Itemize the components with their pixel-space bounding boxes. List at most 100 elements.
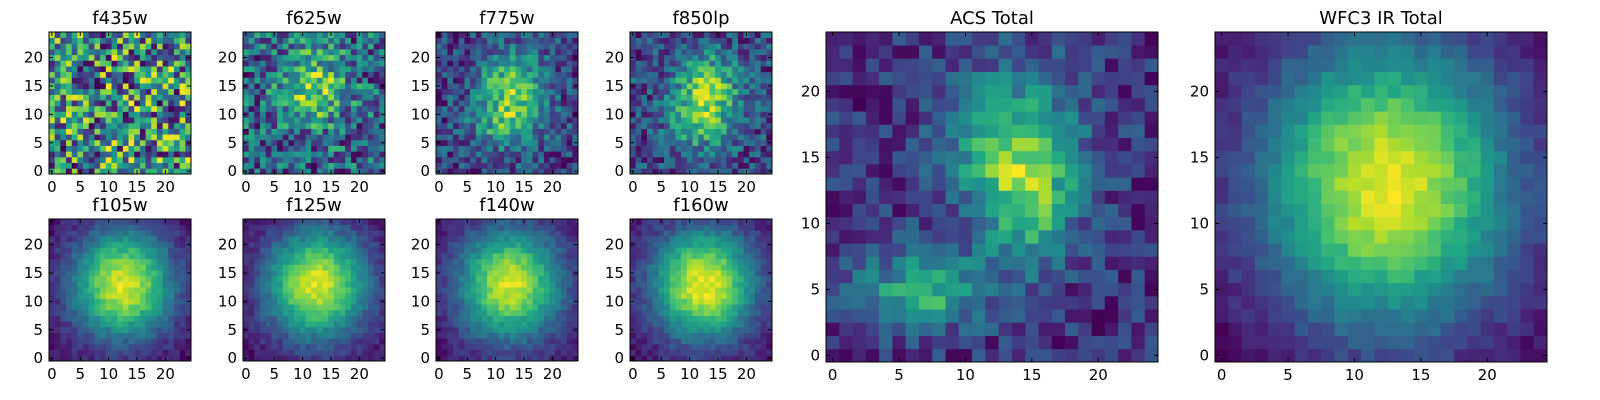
heatmap-cell bbox=[681, 128, 688, 135]
heatmap-cell bbox=[277, 304, 284, 311]
heatmap-cell bbox=[675, 66, 682, 73]
heatmap-cell bbox=[498, 270, 505, 277]
heatmap-cell bbox=[367, 343, 374, 350]
heatmap-cell bbox=[641, 270, 648, 277]
heatmap-cell bbox=[168, 224, 175, 231]
heatmap-cell bbox=[111, 49, 118, 56]
heatmap-cell bbox=[350, 355, 357, 362]
heatmap-cell bbox=[498, 338, 505, 345]
heatmap-cell bbox=[105, 315, 112, 322]
heatmap-cell bbox=[339, 253, 346, 260]
heatmap-cell bbox=[498, 355, 505, 362]
heatmap-cell bbox=[760, 338, 767, 345]
heatmap-cell bbox=[156, 230, 163, 237]
heatmap-cell bbox=[66, 88, 73, 95]
heatmap-cell bbox=[436, 122, 443, 129]
heatmap-cell bbox=[282, 100, 289, 107]
heatmap-cell bbox=[749, 54, 756, 61]
heatmap-cell bbox=[100, 253, 107, 260]
heatmap-cell bbox=[669, 83, 676, 90]
heatmap-cell bbox=[345, 349, 352, 356]
heatmap-cell bbox=[311, 145, 318, 152]
heatmap-cell bbox=[458, 60, 465, 67]
heatmap-cell bbox=[288, 88, 295, 95]
heatmap-cell bbox=[760, 292, 767, 299]
heatmap-cell bbox=[675, 304, 682, 311]
heatmap-cell bbox=[243, 315, 250, 322]
heatmap-cell bbox=[122, 117, 129, 124]
heatmap-cell bbox=[83, 94, 90, 101]
heatmap-cell bbox=[265, 156, 272, 163]
heatmap-cell bbox=[754, 43, 761, 50]
heatmap-cell bbox=[703, 139, 710, 146]
heatmap-cell bbox=[453, 321, 460, 328]
heatmap-cell bbox=[526, 43, 533, 50]
heatmap-cell bbox=[521, 258, 528, 265]
heatmap-cell bbox=[179, 281, 186, 288]
heatmap-cell bbox=[299, 134, 306, 141]
heatmap-cell bbox=[487, 60, 494, 67]
heatmap-cell bbox=[282, 321, 289, 328]
heatmap-cell bbox=[128, 321, 135, 328]
heatmap-cell bbox=[737, 32, 744, 39]
heatmap-cell bbox=[288, 281, 295, 288]
heatmap-cell bbox=[356, 66, 363, 73]
heatmap-cell bbox=[698, 60, 705, 67]
heatmap-cell bbox=[447, 100, 454, 107]
heatmap-cell bbox=[526, 71, 533, 78]
heatmap-cell bbox=[83, 117, 90, 124]
heatmap-cell bbox=[299, 349, 306, 356]
heatmap-cell bbox=[498, 83, 505, 90]
heatmap-cell bbox=[162, 338, 169, 345]
heatmap-cell bbox=[669, 60, 676, 67]
heatmap-cell bbox=[692, 326, 699, 333]
heatmap-cell bbox=[316, 355, 323, 362]
heatmap-cell bbox=[145, 122, 152, 129]
heatmap-cell bbox=[743, 66, 750, 73]
heatmap-cell bbox=[441, 77, 448, 84]
heatmap-cell bbox=[458, 77, 465, 84]
heatmap-cell bbox=[185, 100, 192, 107]
heatmap-cell bbox=[543, 162, 550, 169]
heatmap-cell bbox=[151, 264, 158, 271]
heatmap-cell bbox=[49, 88, 56, 95]
heatmap-cell bbox=[356, 338, 363, 345]
heatmap-cell bbox=[322, 60, 329, 67]
heatmap-cell bbox=[681, 94, 688, 101]
heatmap-cell bbox=[60, 156, 67, 163]
heatmap-cell bbox=[316, 71, 323, 78]
heatmap-cell bbox=[77, 264, 84, 271]
heatmap-cell bbox=[294, 156, 301, 163]
heatmap-cell bbox=[173, 309, 180, 316]
heatmap-cell bbox=[145, 139, 152, 146]
heatmap-cell bbox=[669, 105, 676, 112]
heatmap-cell bbox=[669, 338, 676, 345]
heatmap-cell bbox=[134, 315, 141, 322]
heatmap-cell bbox=[60, 355, 67, 362]
heatmap-cell bbox=[641, 298, 648, 305]
heatmap-cell bbox=[504, 43, 511, 50]
heatmap-cell bbox=[379, 145, 386, 152]
heatmap-cell bbox=[139, 343, 146, 350]
heatmap-cell bbox=[345, 258, 352, 265]
heatmap-cell bbox=[117, 94, 124, 101]
heatmap-cell bbox=[367, 100, 374, 107]
heatmap-cell bbox=[509, 77, 516, 84]
heatmap-cell bbox=[526, 168, 533, 175]
heatmap-cell bbox=[703, 88, 710, 95]
heatmap-cell bbox=[652, 162, 659, 169]
x-tick-label: 5 bbox=[462, 365, 472, 383]
heatmap-cell bbox=[139, 275, 146, 282]
heatmap-cell bbox=[709, 321, 716, 328]
heatmap-cell bbox=[350, 338, 357, 345]
heatmap-cell bbox=[111, 321, 118, 328]
heatmap-cell bbox=[122, 236, 129, 243]
heatmap-cell bbox=[277, 111, 284, 118]
heatmap-cell bbox=[492, 49, 499, 56]
heatmap-cell bbox=[681, 287, 688, 294]
heatmap-cell bbox=[658, 122, 665, 129]
heatmap-cell bbox=[498, 253, 505, 260]
heatmap-cell bbox=[139, 321, 146, 328]
heatmap-cell bbox=[350, 32, 357, 39]
x-tick-label: 20 bbox=[543, 365, 562, 383]
